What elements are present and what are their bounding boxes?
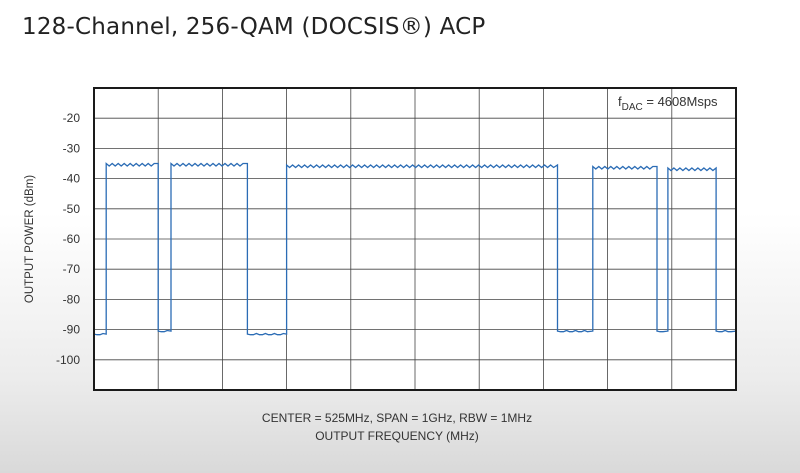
y-tick-label: -40 [63,172,81,186]
y-axis-label: OUTPUT POWER (dBm) [24,175,36,303]
y-tick-label: -60 [63,232,81,246]
x-axis-info: CENTER = 525MHz, SPAN = 1GHz, RBW = 1MHz [262,411,532,425]
y-tick-label: -30 [63,141,81,155]
annotation-subscript: DAC [622,102,643,113]
annotation-suffix: = 4608Msps [643,94,718,109]
y-axis-ticks: -20 -30 -40 -50 -60 -70 -80 -90 -100 [56,111,80,367]
plot-frame [93,87,737,391]
chart-title: 128-Channel, 256-QAM (DOCSIS®) ACP [22,14,486,40]
y-tick-label: -90 [63,323,81,337]
y-tick-label: -70 [63,262,81,276]
grid-lines [94,88,736,390]
x-axis-label: OUTPUT FREQUENCY (MHz) [315,429,479,443]
series-line [93,162,737,336]
annotation-prefix: f [618,94,622,109]
y-tick-label: -100 [56,353,80,367]
y-tick-label: -80 [63,292,81,306]
dac-rate-annotation: fDAC = 4608Msps [618,94,718,113]
y-tick-label: -50 [63,202,81,216]
y-tick-label: -20 [63,111,81,125]
